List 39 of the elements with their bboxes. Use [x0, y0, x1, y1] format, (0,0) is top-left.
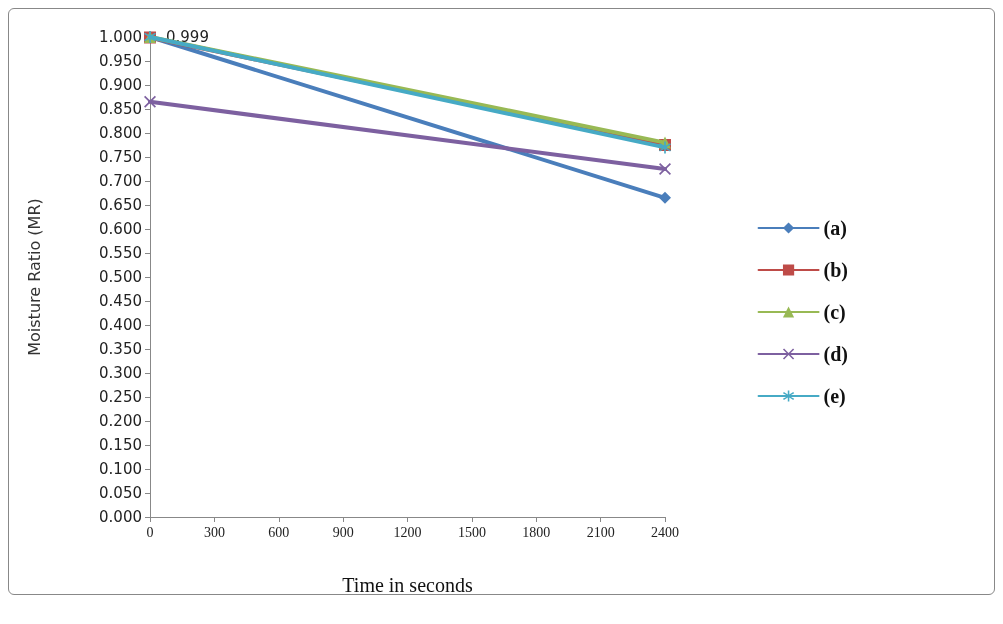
y-tick-label: 0.100 — [99, 460, 142, 478]
y-axis-title: Moisture Ratio (MR) — [24, 198, 44, 356]
y-tick-label: 0.300 — [99, 364, 142, 382]
y-tick-label: 0.600 — [99, 220, 142, 238]
y-tick-label: 0.500 — [99, 268, 142, 286]
y-tick-label: 0.250 — [99, 388, 142, 406]
legend-label: (d) — [823, 343, 849, 366]
x-tick-label: 2100 — [586, 524, 615, 540]
y-tick-label: 0.800 — [99, 124, 142, 142]
x-tick-label: 1500 — [457, 524, 486, 540]
x-axis-title: Time in seconds — [342, 574, 473, 596]
y-tick-label: 0.050 — [99, 484, 142, 502]
y-tick-label: 0.000 — [99, 508, 142, 526]
x-tick-label: 900 — [332, 524, 354, 540]
x-tick-label: 600 — [268, 524, 290, 540]
legend-label: (e) — [823, 385, 846, 408]
x-tick-label: 0 — [146, 524, 154, 540]
y-tick-label: 0.950 — [99, 52, 142, 70]
point — [659, 163, 671, 175]
y-tick-label: 0.200 — [99, 412, 142, 430]
y-tick-label: 1.000 — [99, 28, 142, 46]
y-tick-label: 0.350 — [99, 340, 142, 358]
legend-label: (b) — [823, 259, 849, 282]
y-tick-label: 0.550 — [99, 244, 142, 262]
y-tick-label: 0.450 — [99, 292, 142, 310]
y-tick-label: 0.750 — [99, 148, 142, 166]
y-tick-label: 0.900 — [99, 76, 142, 94]
legend-label: (a) — [823, 217, 847, 240]
x-tick-label: 1200 — [393, 524, 422, 540]
y-tick-label: 0.850 — [99, 100, 142, 118]
x-tick-label: 300 — [203, 524, 225, 540]
x-tick-label: 1800 — [522, 524, 551, 540]
legend-label: (c) — [823, 301, 846, 324]
y-tick-label: 0.400 — [99, 316, 142, 334]
y-tick-label: 0.650 — [99, 196, 142, 214]
y-tick-label: 0.700 — [99, 172, 142, 190]
x-tick-label: 2400 — [651, 524, 679, 540]
point — [659, 191, 671, 204]
y-tick-label: 0.150 — [99, 436, 142, 454]
